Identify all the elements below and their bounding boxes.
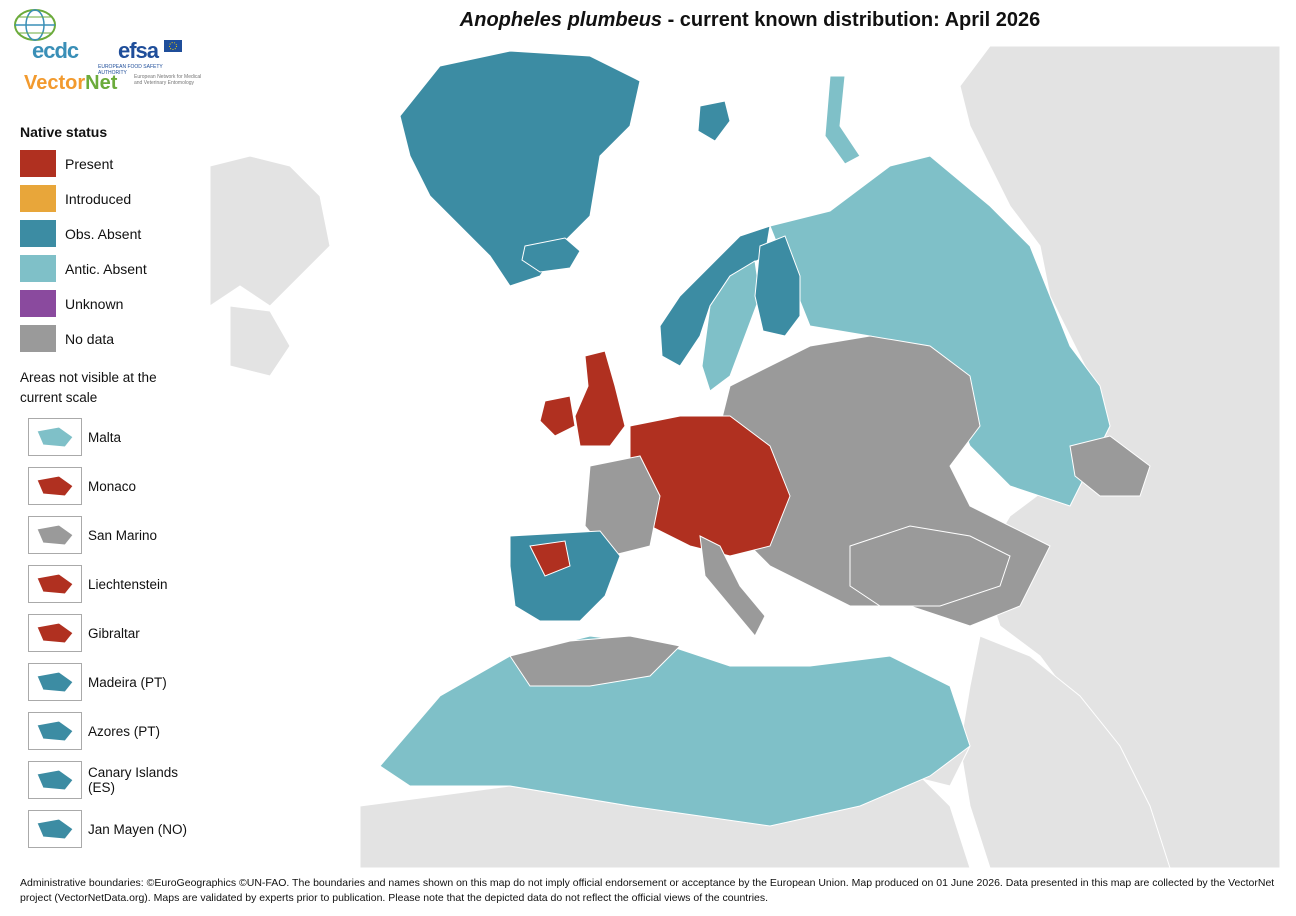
region-caucasus [1069, 435, 1151, 497]
region-novaya-zemlya [824, 75, 861, 165]
area-label: Canary Islands (ES) [88, 765, 179, 795]
logos: ecdc efsa EUROPEAN FOOD SAFETY AUTHORITY… [10, 8, 201, 96]
map-title: Anopheles plumbeus - current known distr… [380, 9, 1120, 32]
vectornet-logo: VectorNet [24, 72, 117, 95]
region-uk [574, 350, 626, 447]
area-item: Malta [28, 418, 188, 456]
efsa-subtitle: EUROPEAN FOOD SAFETY AUTHORITY [98, 64, 163, 76]
area-inset [28, 614, 82, 652]
legend-swatch [20, 150, 56, 177]
legend-item: Unknown [20, 286, 205, 321]
area-inset [28, 663, 82, 701]
area-inset [28, 565, 82, 603]
area-inset [28, 516, 82, 554]
area-inset [28, 418, 82, 456]
legend-item: No data [20, 321, 205, 356]
area-item: Liechtenstein [28, 565, 188, 603]
area-label: Gibraltar [88, 625, 140, 641]
footer-disclaimer: Administrative boundaries: ©EuroGeograph… [20, 877, 1275, 904]
area-inset [28, 761, 82, 799]
legend-swatch [20, 255, 56, 282]
region-iceland [521, 237, 581, 273]
legend: Native status Present Introduced Obs. Abse… [20, 124, 205, 408]
region-ireland [539, 395, 576, 437]
legend-swatch [20, 185, 56, 212]
ecdc-logo: ecdc [32, 38, 79, 63]
area-item: Jan Mayen (NO) [28, 810, 188, 848]
legend-swatch [20, 290, 56, 317]
area-inset [28, 467, 82, 505]
area-inset [28, 810, 82, 848]
legend-label: Introduced [65, 190, 132, 207]
region-svalbard [697, 100, 731, 142]
area-label: Madeira (PT) [88, 674, 167, 690]
region-sweden [701, 260, 761, 392]
area-item: Monaco [28, 467, 188, 505]
legend-item: Antic. Absent [20, 251, 205, 286]
legend-label: Unknown [65, 295, 124, 312]
area-label: San Marino [88, 527, 158, 543]
region-turkey [849, 525, 1011, 607]
region-france [584, 455, 661, 557]
efsa-logo: efsa [118, 38, 159, 63]
areas-title: Areas not visible at the current scale [20, 370, 157, 405]
region-greenland [399, 50, 641, 287]
area-label: Jan Mayen (NO) [88, 821, 188, 837]
legend-label: Obs. Absent [65, 225, 142, 242]
area-item: Madeira (PT) [28, 663, 188, 701]
area-item: Azores (PT) [28, 712, 188, 750]
area-label: Malta [88, 429, 122, 445]
globe-icon [14, 9, 56, 41]
legend-label: No data [65, 330, 115, 347]
vectornet-logo-part1: Vector [24, 72, 86, 94]
area-item: Canary Islands (ES) [28, 761, 188, 799]
legend-swatch [20, 220, 56, 247]
legend-items: Present Introduced Obs. Absent Antic. Absen… [20, 146, 205, 356]
vectornet-logo-part2: Net [85, 72, 118, 94]
legend-item: Obs. Absent [20, 216, 205, 251]
map-title-species: Anopheles plumbeus [459, 9, 663, 31]
area-label: Azores (PT) [88, 723, 161, 739]
distribution-map [210, 46, 1280, 868]
legend-item: Introduced [20, 181, 205, 216]
legend-label: Antic. Absent [65, 260, 147, 277]
area-item: San Marino [28, 516, 188, 554]
region-finland [754, 235, 801, 337]
eu-flag-icon [164, 40, 182, 52]
legend-label: Present [65, 155, 114, 172]
legend-swatch [20, 325, 56, 352]
region-iberia-present [529, 540, 571, 577]
region-italy [699, 535, 766, 637]
map-title-rest: - current known distribution: April 2026 [662, 9, 1041, 31]
vectornet-subtitle: European Network for Medical and Veterin… [134, 74, 202, 86]
area-label: Monaco [88, 478, 137, 494]
legend-title: Native status [20, 124, 108, 140]
areas-list: Malta Monaco San Marino Liechtenstein Gibral… [20, 0, 210, 916]
region-maghreb-nodata [509, 635, 682, 687]
area-label: Liechtenstein [88, 576, 168, 592]
area-inset [28, 712, 82, 750]
legend-item: Present [20, 146, 205, 181]
area-item: Gibraltar [28, 614, 188, 652]
